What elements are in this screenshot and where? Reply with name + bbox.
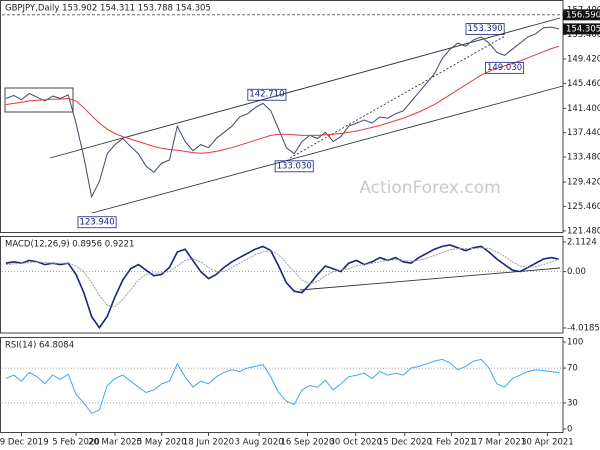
macd-panel — [0, 236, 564, 334]
annotation-label: 133.030 — [277, 161, 312, 171]
watermark: ActionForex.com — [359, 178, 500, 198]
panel-title: MACD(12,26,9) 0.8956 0.9221 — [5, 240, 134, 250]
y-tick-label: 2.1124 — [567, 237, 597, 247]
y-tick-label: 70 — [567, 364, 578, 374]
x-tick-label: 18 Jun 2020 — [183, 438, 234, 448]
x-tick-label: 1 Feb 2021 — [428, 438, 476, 448]
annotation-label: 149.030 — [487, 63, 522, 73]
y-tick-label: 153.400 — [567, 30, 600, 40]
annotation-label: 142.710 — [249, 90, 284, 100]
series-line — [5, 26, 560, 199]
channel-upper — [49, 17, 561, 159]
y-tick-label: 157.400 — [567, 5, 600, 15]
channel-mid — [289, 35, 506, 159]
x-tick-label: 3 Aug 2020 — [235, 438, 284, 448]
y-tick-label: 0.00 — [567, 267, 586, 277]
annotation-box — [247, 88, 287, 101]
x-tick-label: 15 Dec 2020 — [378, 438, 432, 448]
panel-title: RSI(14) 64.8084 — [5, 341, 74, 351]
annotation-box — [465, 23, 505, 35]
y-tick-label: -4.0185 — [567, 323, 600, 333]
y-tick-label: 121.480 — [567, 226, 600, 236]
y-tick-label: 100 — [567, 338, 583, 348]
x-tick-label: 17 Mar 2021 — [472, 438, 526, 448]
annotation-label: 123.940 — [79, 217, 114, 227]
annotation-label: 153.390 — [468, 24, 503, 34]
y-tick-label: 141.400 — [567, 104, 600, 114]
y-tick-label: 149.420 — [567, 54, 600, 64]
channel-lower — [91, 85, 564, 214]
y-tick-label: 145.460 — [567, 79, 600, 89]
series-line — [5, 244, 560, 330]
level-box — [563, 9, 600, 21]
x-tick-label: 30 Oct 2020 — [329, 438, 382, 448]
x-tick-label: 19 Dec 2019 — [0, 438, 49, 448]
annotation-box — [77, 216, 117, 229]
x-tick-label: 5 Feb 2020 — [52, 438, 100, 448]
x-tick-label: 16 Sep 2020 — [280, 438, 334, 448]
y-tick-label: 0 — [567, 425, 572, 435]
x-tick-label: 20 Mar 2020 — [88, 438, 142, 448]
y-tick-label: 133.480 — [567, 153, 600, 163]
annotation-box — [274, 160, 314, 173]
y-tick-label: 30 — [567, 398, 578, 408]
panel-title: GBPJPY,Daily 153.902 154.311 153.788 154… — [5, 4, 211, 14]
y-tick-label: 125.460 — [567, 202, 600, 212]
series-line — [5, 358, 560, 414]
y-tick-label: 129.420 — [567, 178, 600, 188]
level-label: 156.590 — [566, 10, 600, 20]
price-panel — [0, 0, 564, 233]
y-tick-label: 137.440 — [567, 128, 600, 138]
x-tick-label: 5 May 2020 — [137, 438, 187, 448]
annotation-box — [485, 61, 525, 74]
last-price-box — [563, 23, 600, 35]
last-price-label: 154.305 — [566, 24, 600, 34]
x-tick-label: 30 Apr 2021 — [521, 438, 574, 448]
series-line — [5, 45, 560, 154]
series-line — [5, 247, 560, 308]
rsi-panel — [0, 337, 564, 433]
